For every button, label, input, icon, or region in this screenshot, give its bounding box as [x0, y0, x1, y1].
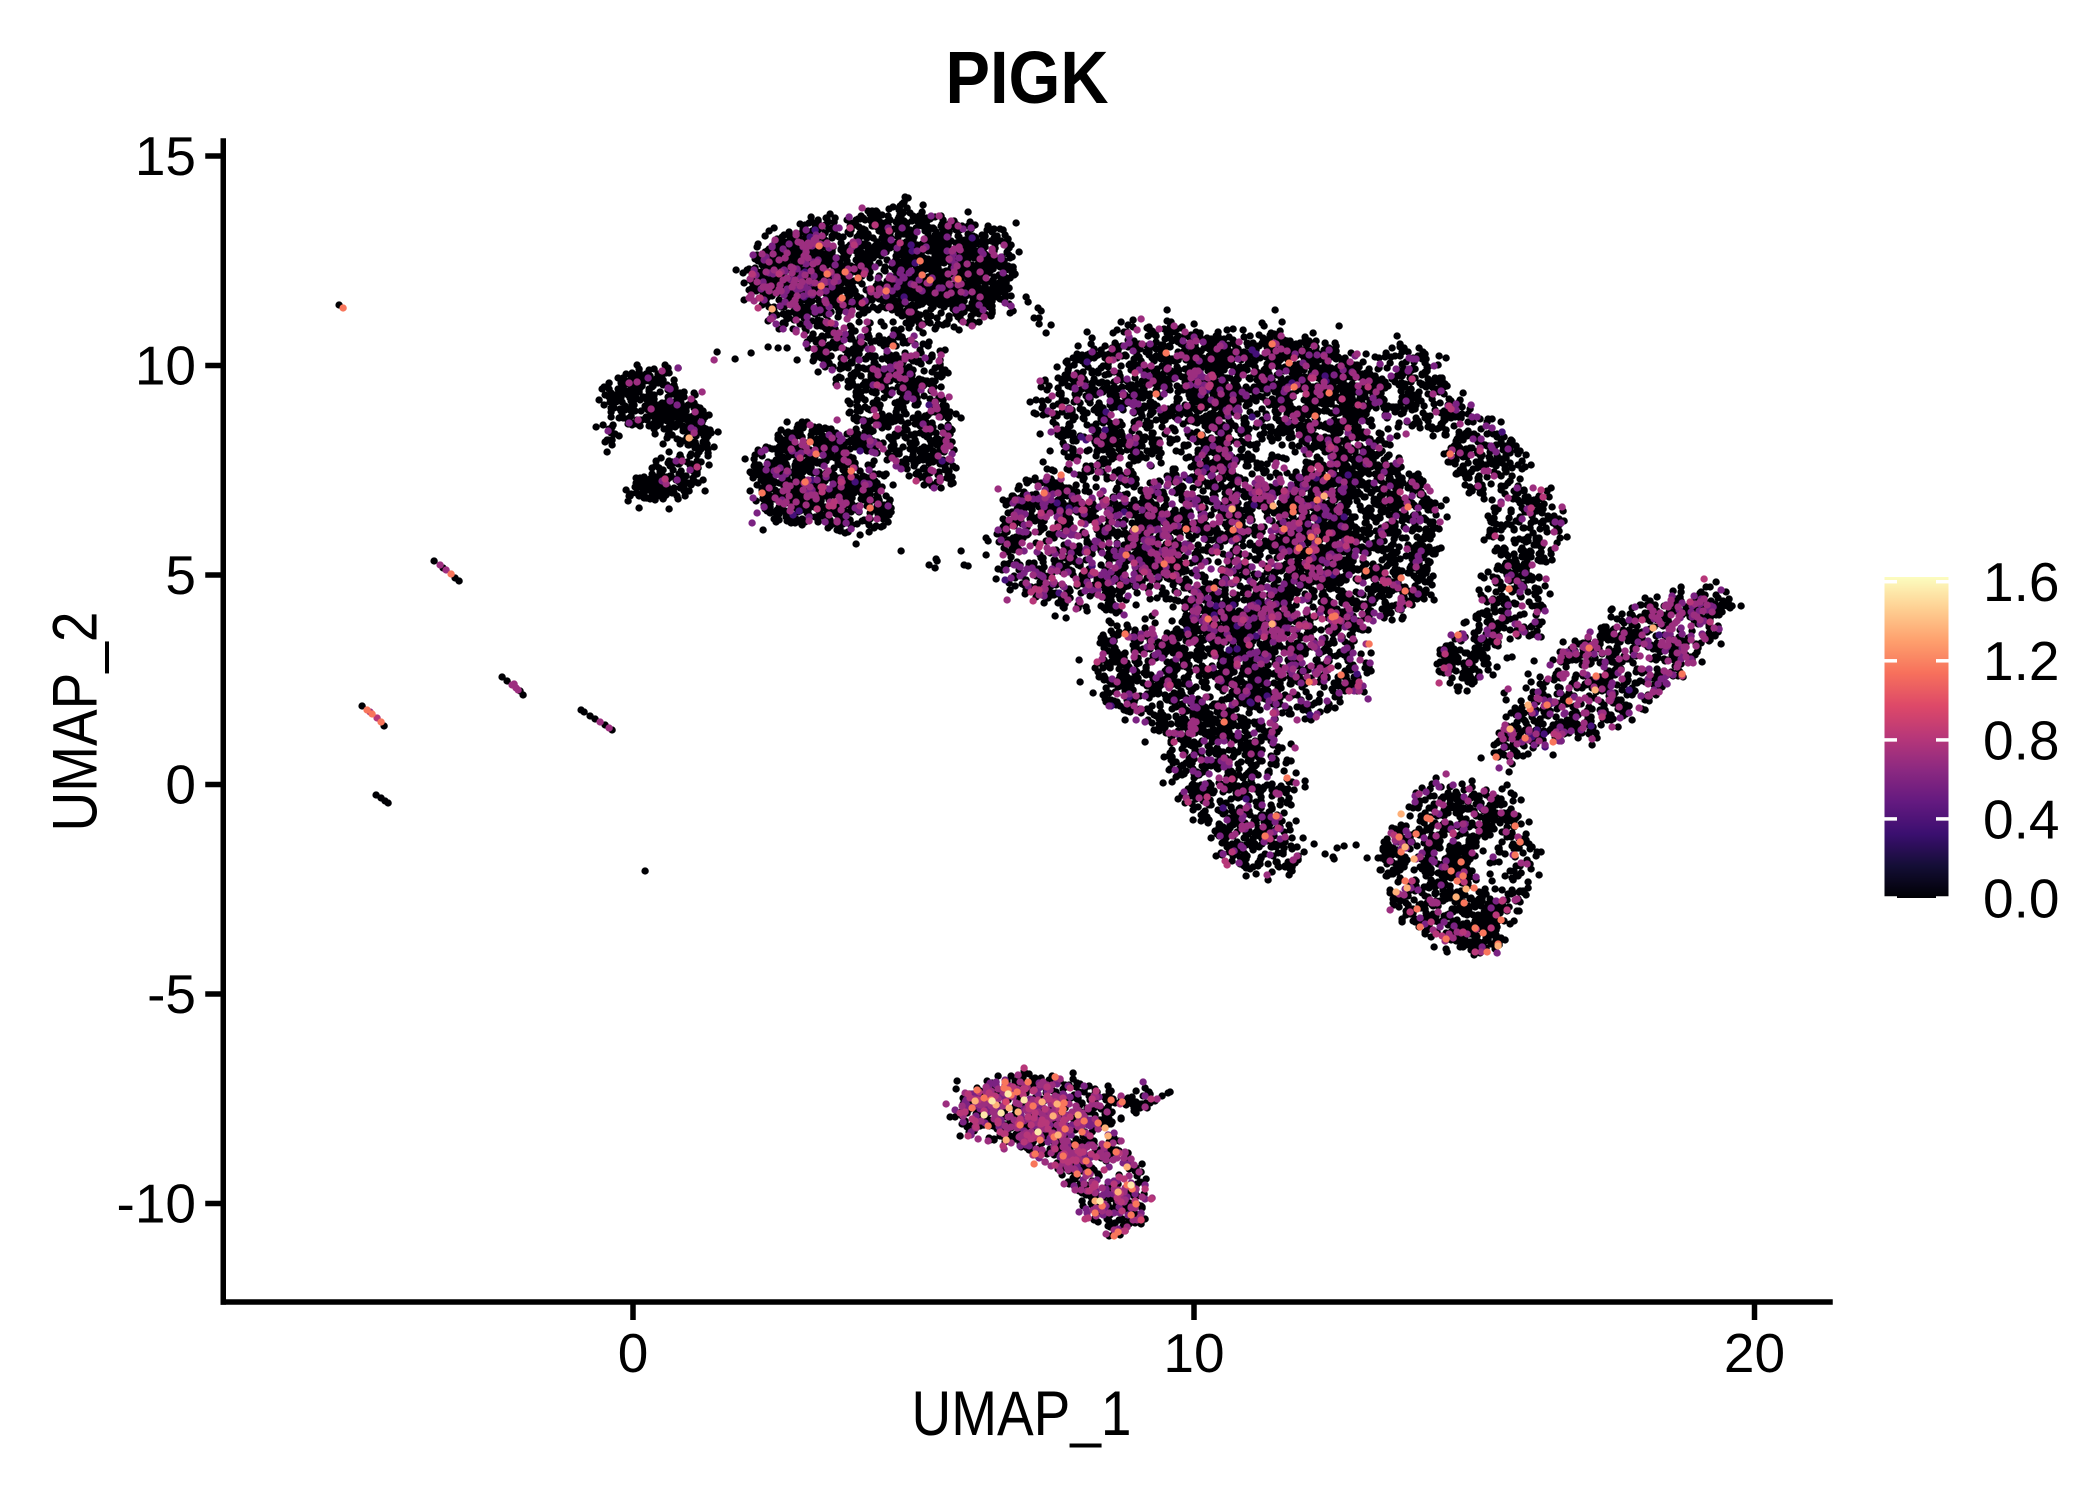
svg-text:0.4: 0.4 — [1983, 788, 2059, 850]
svg-text:-5: -5 — [147, 963, 196, 1025]
svg-text:0.8: 0.8 — [1983, 709, 2059, 771]
svg-text:0.0: 0.0 — [1983, 868, 2059, 930]
svg-text:1.6: 1.6 — [1983, 551, 2059, 613]
svg-text:10: 10 — [1163, 1322, 1224, 1384]
svg-text:1.2: 1.2 — [1983, 630, 2059, 692]
svg-text:20: 20 — [1724, 1322, 1785, 1384]
svg-text:5: 5 — [165, 544, 196, 606]
svg-text:10: 10 — [135, 335, 196, 397]
svg-text:UMAP_1: UMAP_1 — [912, 1379, 1132, 1449]
svg-text:PIGK: PIGK — [946, 36, 1109, 119]
svg-text:-10: -10 — [117, 1173, 197, 1235]
svg-text:0: 0 — [165, 754, 196, 816]
svg-text:UMAP_2: UMAP_2 — [41, 612, 111, 832]
svg-text:0: 0 — [618, 1322, 649, 1384]
svg-text:15: 15 — [135, 125, 196, 187]
